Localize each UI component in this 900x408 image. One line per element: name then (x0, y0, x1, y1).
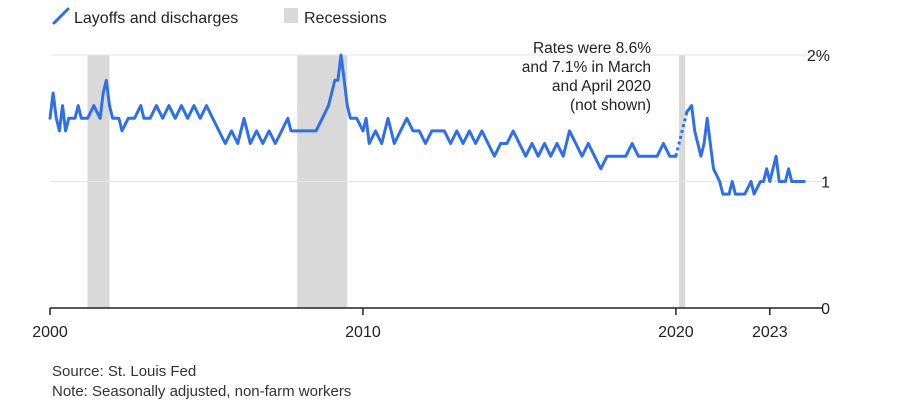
y-tick-label-1: 1 (821, 175, 830, 192)
chart-svg: Layoffs and discharges Recessions 2000 20… (32, 7, 830, 341)
annotation-line-0: Rates were 8.6% (533, 40, 651, 57)
annotation: Rates were 8.6% and 7.1% in March and Apri… (522, 40, 652, 114)
series-line-segment-2 (685, 104, 806, 196)
legend-recession-swatch-icon (284, 8, 298, 23)
y-tick-label-2: 0 (821, 301, 830, 318)
x-tick-label-3: 2023 (752, 324, 788, 341)
source-note: Source: St. Louis Fed (52, 363, 197, 380)
x-tick-label-0: 2000 (32, 324, 68, 341)
series-line-segment-0 (48, 53, 678, 171)
legend-line-swatch-icon (52, 7, 70, 25)
annotation-line-3: (not shown) (570, 97, 651, 114)
x-tick-label-2: 2020 (658, 324, 694, 341)
series-line-segment-1 (674, 111, 689, 157)
y-tick-label-0: 2% (807, 48, 830, 65)
legend: Layoffs and discharges Recessions (52, 7, 387, 27)
annotation-line-1: and 7.1% in March (522, 59, 651, 76)
legend-label-layoffs: Layoffs and discharges (74, 10, 238, 27)
gridlines (50, 54, 823, 182)
y-axis-tick-labels: 2% 1 0 (807, 48, 830, 318)
seasonal-note: Note: Seasonally adjusted, non-farm work… (52, 383, 352, 400)
x-tick-label-1: 2010 (345, 324, 381, 341)
x-axis: 2000 2010 2020 2023 (32, 307, 823, 341)
series-layoffs (48, 53, 806, 196)
legend-label-recessions: Recessions (304, 10, 387, 27)
chart-footer: Source: St. Louis Fed Note: Seasonally a… (52, 362, 351, 402)
annotation-line-2: and April 2020 (552, 78, 651, 95)
